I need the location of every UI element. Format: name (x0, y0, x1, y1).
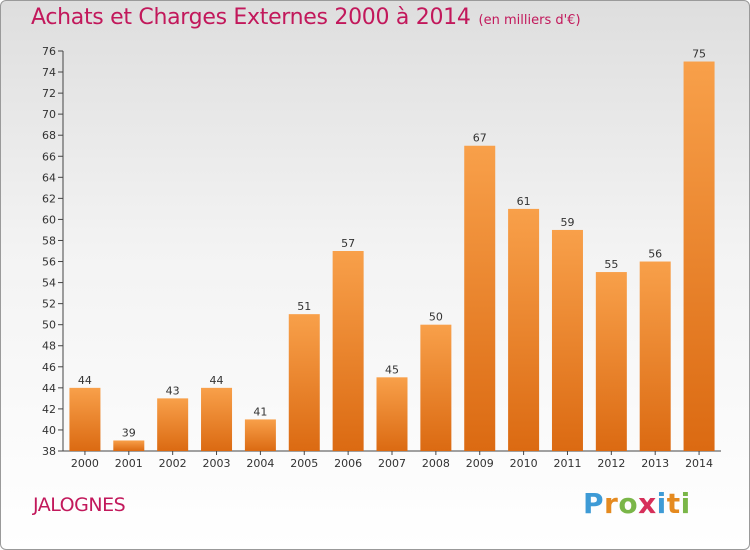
bar-value-label: 43 (166, 384, 180, 397)
chart-unit: (en milliers d'€) (478, 13, 581, 28)
y-tick-label: 68 (42, 129, 56, 142)
y-tick-label: 54 (42, 277, 56, 290)
y-tick-label: 60 (42, 213, 56, 226)
bar-value-label: 41 (253, 405, 267, 418)
y-tick-label: 52 (42, 298, 56, 311)
bar (420, 324, 452, 451)
bar-value-label: 44 (210, 374, 224, 387)
chart-axes: 38 40 42 44 46 48 50 52 54 56 58 60 62 64 66 68 70 72 74 76… (42, 45, 721, 470)
bar (244, 419, 276, 451)
bar-value-label: 56 (648, 248, 662, 261)
x-tick-label: 2013 (641, 457, 669, 470)
logo-letter: i (680, 487, 691, 520)
x-tick-label: 2003 (203, 457, 231, 470)
y-tick-label: 50 (42, 319, 56, 332)
chart-bars: 44 39 43 44 41 51 57 45 50 67 61 59 55 56 75 (69, 48, 715, 452)
bar-value-label: 57 (341, 237, 355, 250)
bar (551, 229, 583, 451)
bar-value-label: 59 (560, 216, 574, 229)
x-tick-label: 2010 (510, 457, 538, 470)
x-tick-label: 2014 (685, 457, 713, 470)
bar (464, 145, 496, 451)
bar-value-label: 44 (78, 374, 92, 387)
y-tick-label: 70 (42, 108, 56, 121)
y-tick-label: 72 (42, 87, 56, 100)
y-tick-label: 38 (42, 445, 56, 458)
logo-letter: i (656, 487, 667, 520)
bar (113, 440, 145, 451)
y-tick-label: 74 (42, 66, 56, 79)
y-tick-label: 76 (42, 45, 56, 58)
logo-letter: x (638, 487, 657, 520)
bar-value-label: 61 (517, 195, 531, 208)
bar (508, 208, 540, 451)
x-tick-label: 2004 (246, 457, 274, 470)
bar-value-label: 51 (297, 300, 311, 313)
x-tick-label: 2005 (290, 457, 318, 470)
bar-value-label: 50 (429, 311, 443, 324)
bar (69, 387, 101, 451)
x-tick-label: 2007 (378, 457, 406, 470)
y-tick-label: 62 (42, 192, 56, 205)
bar (376, 377, 408, 451)
x-tick-label: 2008 (422, 457, 450, 470)
x-tick-label: 2002 (159, 457, 187, 470)
y-tick-label: 66 (42, 150, 56, 163)
x-tick-label: 2006 (334, 457, 362, 470)
x-tick-label: 2012 (597, 457, 625, 470)
y-tick-label: 40 (42, 424, 56, 437)
y-tick-label: 46 (42, 361, 56, 374)
bar-value-label: 45 (385, 363, 399, 376)
bar (332, 251, 364, 451)
x-tick-label: 2009 (466, 457, 494, 470)
bar (288, 314, 320, 451)
y-tick-label: 56 (42, 256, 56, 269)
y-tick-label: 64 (42, 171, 56, 184)
y-tick-label: 44 (42, 382, 56, 395)
commune-name: JALOGNES (33, 494, 126, 516)
logo-letter: o (618, 487, 639, 520)
bar-value-label: 55 (604, 258, 618, 271)
bar (157, 398, 189, 451)
bar-value-label: 39 (122, 426, 136, 439)
y-tick-label: 42 (42, 403, 56, 416)
chart-title: Achats et Charges Externes 2000 à 2014 (e… (31, 5, 581, 30)
bar (595, 272, 627, 451)
logo-letter: t (666, 487, 681, 520)
bar (639, 261, 671, 451)
x-tick-label: 2011 (553, 457, 581, 470)
bar (201, 387, 233, 451)
logo-letter: P (583, 487, 605, 520)
x-tick-label: 2000 (71, 457, 99, 470)
logo-letter: r (604, 487, 619, 520)
bar-value-label: 75 (692, 48, 706, 61)
bar-value-label: 67 (473, 132, 487, 145)
proxiti-logo: Proxiti (583, 487, 691, 520)
bar (683, 61, 715, 452)
chart-title-text: Achats et Charges Externes 2000 à 2014 (31, 5, 471, 30)
x-tick-label: 2001 (115, 457, 143, 470)
y-tick-label: 58 (42, 234, 56, 247)
y-tick-label: 48 (42, 340, 56, 353)
